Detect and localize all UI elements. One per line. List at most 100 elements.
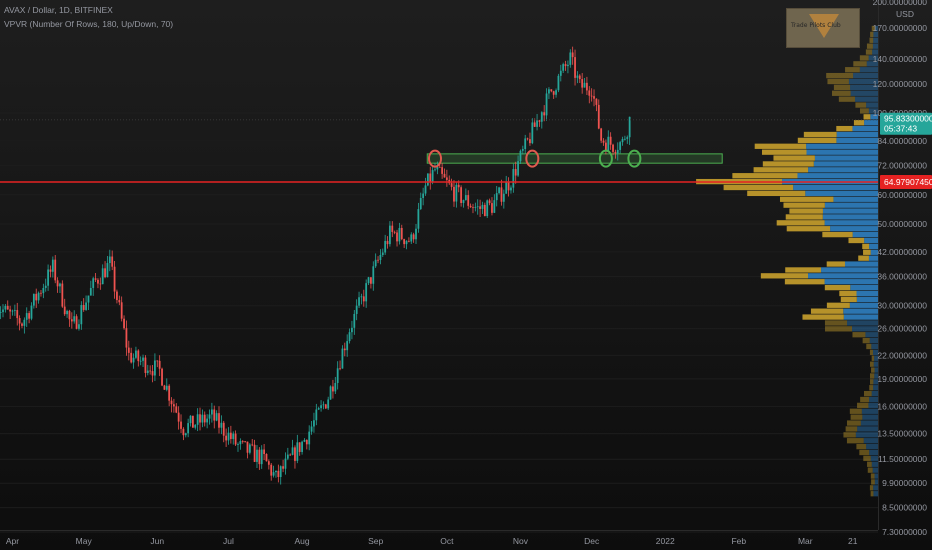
volume-bar-down bbox=[863, 390, 872, 397]
volume-bar-down bbox=[860, 396, 870, 403]
candle-body bbox=[362, 296, 365, 302]
candle-body bbox=[327, 399, 330, 409]
volume-bar-up bbox=[873, 31, 878, 38]
price-axis-label: 7.30000000 bbox=[882, 527, 927, 537]
volume-bar-up bbox=[875, 25, 878, 32]
candle-body bbox=[507, 182, 510, 191]
candle-body bbox=[113, 266, 116, 292]
candle-body bbox=[595, 98, 598, 105]
candle-body bbox=[182, 428, 185, 436]
candle-body bbox=[365, 283, 368, 302]
watermark-logo: Trade Pilots Club bbox=[786, 8, 860, 48]
candle-body bbox=[175, 406, 178, 413]
candle-body bbox=[206, 418, 209, 423]
candle-body bbox=[538, 120, 541, 122]
volume-bar-down bbox=[810, 308, 844, 314]
candle-body bbox=[258, 449, 261, 465]
price-axis-label: 22.00000000 bbox=[877, 350, 927, 360]
symbol-title[interactable]: AVAX / Dollar, 1D, BITFINEX bbox=[4, 5, 113, 15]
candle-body bbox=[73, 316, 76, 322]
currency-label[interactable]: USD bbox=[896, 9, 914, 19]
volume-bar-up bbox=[856, 296, 878, 303]
volume-bar-up bbox=[850, 84, 878, 91]
volume-bar-down bbox=[732, 173, 798, 179]
candle-body bbox=[374, 259, 377, 267]
indicator-legend[interactable]: VPVR (Number Of Rows, 180, Up/Down, 70) bbox=[4, 19, 174, 29]
candle-body bbox=[68, 310, 71, 320]
time-axis[interactable]: Apr May Jun Jul Aug Sep Oct Nov Dec 2022 Feb Mar 21 bbox=[6, 536, 858, 546]
volume-bar-down bbox=[822, 231, 853, 238]
candle-body bbox=[284, 458, 287, 469]
volume-bar-up bbox=[871, 461, 878, 467]
candle-body bbox=[517, 161, 519, 176]
candle-body bbox=[505, 182, 508, 194]
candle-body bbox=[127, 347, 130, 353]
candle-body bbox=[474, 206, 477, 208]
candle-body bbox=[391, 225, 394, 232]
volume-bar-down bbox=[760, 273, 809, 279]
candle-body bbox=[562, 64, 565, 71]
volume-bar-up bbox=[857, 426, 878, 432]
candle-body bbox=[377, 259, 379, 261]
candle-body bbox=[393, 231, 396, 233]
candle-body bbox=[491, 203, 493, 213]
time-axis-label: May bbox=[76, 536, 93, 546]
candle-body bbox=[9, 309, 12, 312]
candle-body bbox=[545, 93, 548, 116]
volume-bar-up bbox=[873, 491, 878, 497]
candle-body bbox=[305, 439, 308, 445]
price-axis-label: 16.00000000 bbox=[877, 401, 927, 411]
volume-bar-up bbox=[871, 390, 878, 397]
volume-bar-up bbox=[869, 337, 878, 344]
volume-bar-up bbox=[863, 438, 878, 444]
volume-bar-up bbox=[850, 90, 878, 96]
candle-body bbox=[574, 57, 576, 78]
level-price-label: 64.97907450 bbox=[884, 177, 932, 187]
candles bbox=[0, 46, 631, 485]
candle-body bbox=[92, 278, 95, 288]
candle-body bbox=[533, 122, 536, 127]
candle-body bbox=[405, 240, 408, 245]
candle-body bbox=[11, 310, 14, 312]
candle-body bbox=[123, 318, 125, 329]
candle-body bbox=[543, 112, 546, 116]
volume-bar-up bbox=[824, 220, 878, 226]
candle-body bbox=[272, 472, 275, 476]
time-axis-label: 2022 bbox=[656, 536, 675, 546]
candle-body bbox=[75, 316, 78, 329]
candle-body bbox=[66, 310, 68, 315]
price-axis-label: 19.00000000 bbox=[877, 374, 927, 384]
volume-bar-up bbox=[806, 149, 878, 155]
volume-bar-down bbox=[762, 161, 814, 167]
candle-body bbox=[483, 204, 486, 217]
candle-body bbox=[467, 195, 470, 206]
time-axis-label: Mar bbox=[798, 536, 813, 546]
candle-body bbox=[144, 357, 147, 373]
volume-bar-down bbox=[857, 402, 869, 409]
candle-body bbox=[597, 104, 600, 129]
volume-bar-up bbox=[873, 37, 878, 43]
candle-body bbox=[106, 263, 109, 278]
volume-bar-down bbox=[797, 137, 837, 144]
price-axis-label: 72.00000000 bbox=[877, 161, 927, 171]
candle-body bbox=[246, 441, 249, 453]
candle-body bbox=[339, 368, 341, 370]
volume-bar-down bbox=[869, 37, 874, 43]
candle-body bbox=[476, 206, 479, 208]
price-axis-label: 36.00000000 bbox=[877, 272, 927, 282]
volume-bar-up bbox=[833, 196, 878, 202]
candle-body bbox=[564, 64, 567, 67]
volume-bar-up bbox=[873, 485, 878, 491]
candle-body bbox=[571, 52, 574, 58]
volume-bar-up bbox=[870, 114, 878, 120]
volume-bar-down bbox=[833, 84, 851, 91]
candle-body bbox=[529, 139, 531, 144]
candle-body bbox=[89, 287, 92, 296]
candle-body bbox=[360, 296, 363, 298]
candle-body bbox=[135, 350, 137, 358]
candle-body bbox=[137, 350, 140, 362]
candle-body bbox=[139, 360, 142, 362]
volume-bar-down bbox=[826, 72, 854, 79]
